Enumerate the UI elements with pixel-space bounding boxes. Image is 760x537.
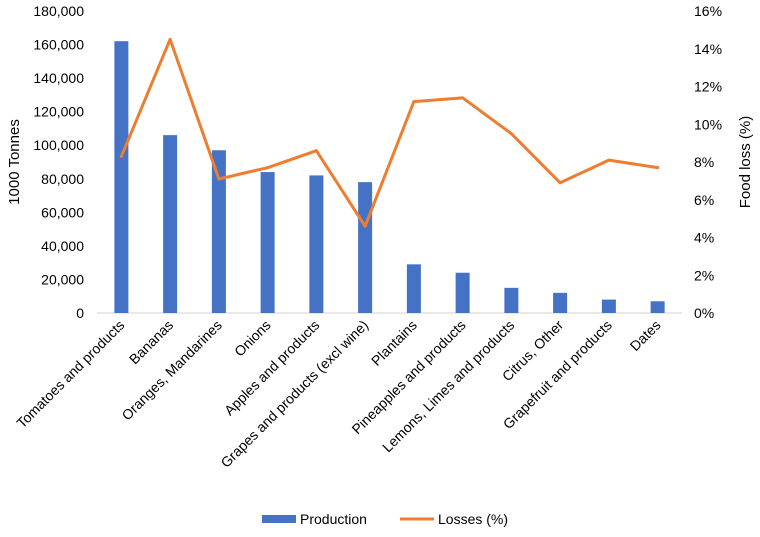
bar-production bbox=[260, 172, 275, 313]
y-tick-label: 140,000 bbox=[33, 70, 84, 86]
legend: Production Losses (%) bbox=[262, 511, 508, 527]
y-tick-label: 40,000 bbox=[41, 238, 84, 254]
y2-tick-label: 16% bbox=[694, 3, 722, 19]
bar-production bbox=[163, 135, 178, 313]
losses-point bbox=[363, 224, 367, 228]
losses-point bbox=[558, 181, 562, 185]
y-tick-label: 60,000 bbox=[41, 204, 84, 220]
bar-production bbox=[406, 264, 421, 313]
y2-tick-label: 10% bbox=[694, 116, 722, 132]
x-tick-label: Onions bbox=[231, 317, 274, 360]
losses-point bbox=[509, 132, 513, 136]
x-tick-label: Bananas bbox=[126, 317, 176, 367]
legend-label-production: Production bbox=[300, 511, 367, 527]
y-tick-label: 20,000 bbox=[41, 271, 84, 287]
x-tick-label: Apples and products bbox=[221, 317, 323, 419]
y2-tick-label: 12% bbox=[694, 79, 722, 95]
y-tick-label: 100,000 bbox=[33, 137, 84, 153]
losses-point bbox=[266, 166, 270, 170]
bar-production bbox=[504, 287, 519, 313]
losses-line bbox=[119, 37, 660, 228]
losses-point bbox=[607, 158, 611, 162]
left-axis-ticks: 0 20,000 40,000 60,000 80,000 100,000 120,000 1… bbox=[33, 3, 84, 321]
bar-production bbox=[455, 272, 470, 313]
losses-point bbox=[217, 177, 221, 181]
y-tick-label: 120,000 bbox=[33, 104, 84, 120]
y2-tick-label: 6% bbox=[694, 192, 714, 208]
losses-point bbox=[656, 166, 660, 170]
bar-production bbox=[309, 175, 324, 313]
x-tick-label: Dates bbox=[627, 317, 664, 354]
x-tick-label: Tomatoes and products bbox=[13, 317, 127, 431]
right-axis-ticks: 0% 2% 4% 6% 8% 10% 12% 14% 16% bbox=[694, 3, 722, 321]
y-axis-title: 1000 Tonnes bbox=[6, 119, 23, 205]
production-bars bbox=[114, 41, 665, 313]
y-tick-label: 160,000 bbox=[33, 37, 84, 53]
y-tick-label: 80,000 bbox=[41, 171, 84, 187]
losses-line-layer bbox=[119, 37, 660, 228]
losses-point bbox=[314, 149, 318, 153]
x-tick-label: Oranges, Mandarines bbox=[118, 317, 225, 424]
y2-tick-label: 2% bbox=[694, 267, 714, 283]
legend-label-losses: Losses (%) bbox=[438, 511, 508, 527]
y2-tick-label: 4% bbox=[694, 230, 714, 246]
y-tick-label: 0 bbox=[76, 305, 84, 321]
y2-tick-label: 0% bbox=[694, 305, 714, 321]
bar-production bbox=[358, 182, 373, 313]
bar-production bbox=[601, 299, 616, 313]
bar-production bbox=[114, 41, 129, 313]
y2-axis-title: Food loss (%) bbox=[737, 116, 754, 209]
y2-tick-label: 8% bbox=[694, 154, 714, 170]
losses-point bbox=[119, 154, 123, 158]
bar-production bbox=[650, 301, 665, 313]
losses-point bbox=[168, 37, 172, 41]
y2-tick-label: 14% bbox=[694, 41, 722, 57]
legend-swatch-production bbox=[262, 515, 296, 523]
bar-production bbox=[211, 150, 226, 313]
losses-point bbox=[461, 96, 465, 100]
y-tick-label: 180,000 bbox=[33, 3, 84, 19]
bar-production bbox=[553, 292, 568, 313]
losses-point bbox=[412, 100, 416, 104]
